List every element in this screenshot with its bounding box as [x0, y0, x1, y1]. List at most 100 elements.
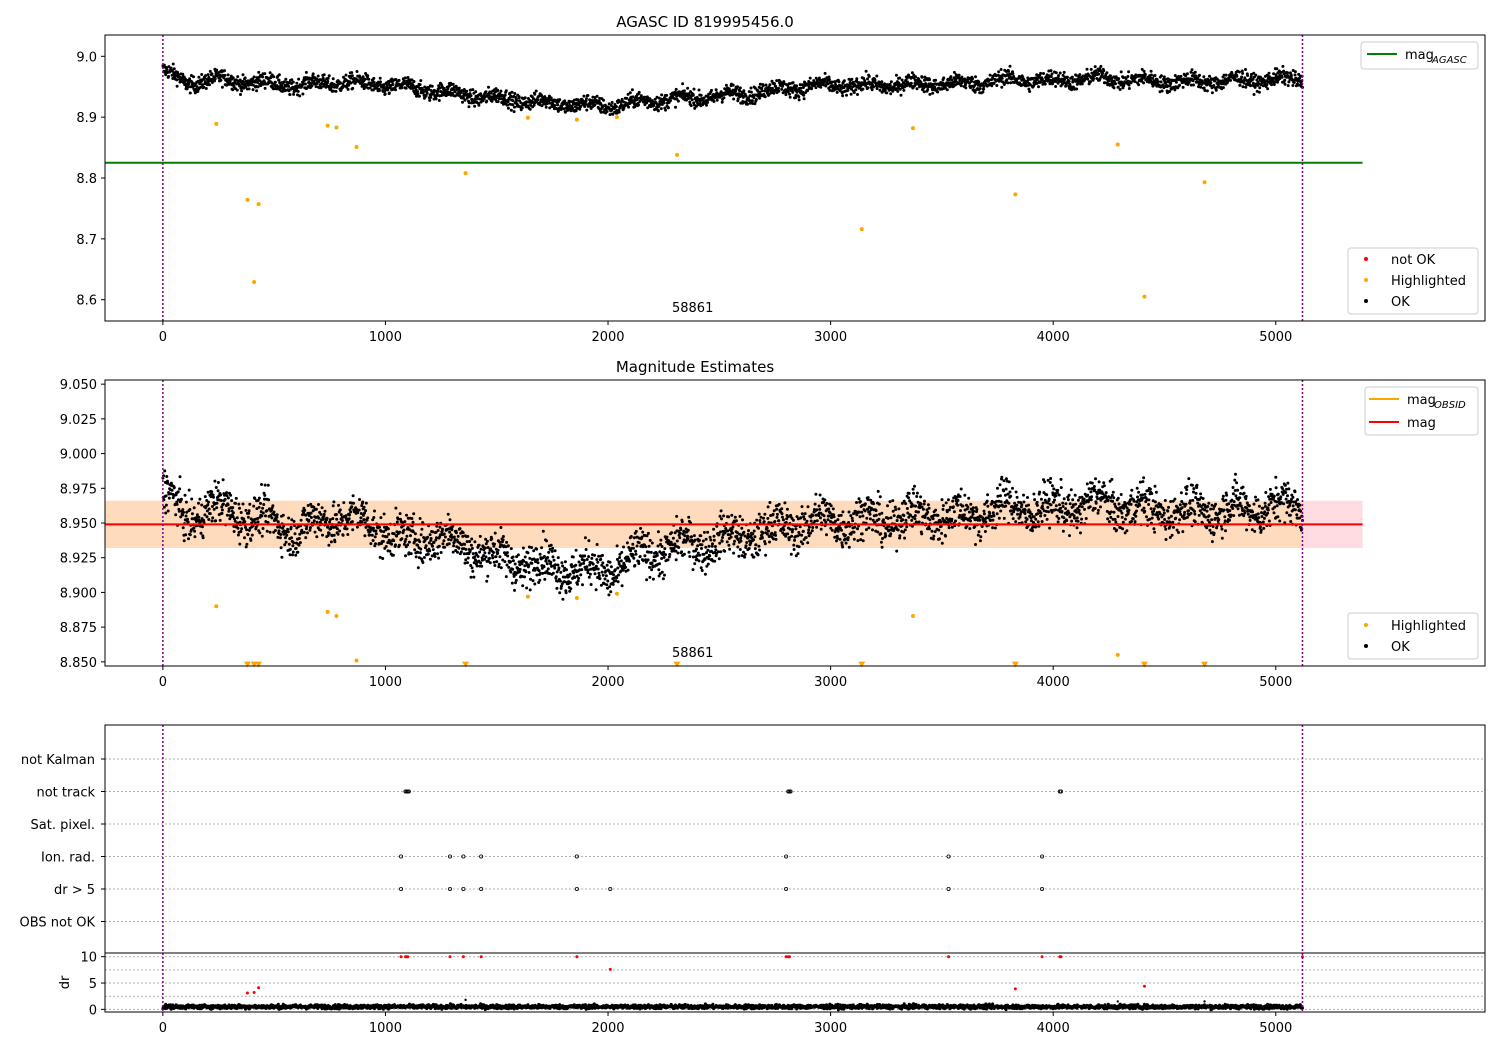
y-tick-label: 8.8 [76, 172, 97, 187]
axes-frame [104, 952, 1486, 1013]
legend-line-label: mag [1405, 48, 1434, 63]
legend-markers-box [1347, 612, 1479, 660]
highlighted-point [614, 115, 619, 120]
off-scale-marker [243, 661, 251, 668]
flag-category-label: not track [36, 786, 95, 801]
flag-point [399, 854, 404, 859]
dr-ok-point [1116, 1000, 1119, 1003]
flag-point [784, 887, 789, 892]
flag-point [447, 887, 452, 892]
off-scale-marker [858, 661, 866, 668]
flag-point [788, 789, 793, 794]
dr-not-ok-point [1059, 955, 1063, 959]
y-tick-label: 8.900 [60, 586, 97, 601]
highlighted-point [214, 604, 219, 609]
dr-not-ok-point [784, 955, 788, 959]
flag-point [479, 887, 484, 892]
highlighted-point [252, 280, 257, 285]
y-tick-label: 10 [80, 951, 97, 966]
obsid-annotation: 58861 [672, 646, 713, 661]
x-tick-label: 3000 [814, 1021, 847, 1036]
legend-lines-box [1360, 41, 1479, 70]
legend-marker-label: Highlighted [1391, 274, 1466, 289]
flag-point [1058, 789, 1063, 794]
flag-point [461, 887, 466, 892]
off-scale-marker [462, 661, 470, 668]
flag-point [461, 854, 466, 859]
y-tick-label: 5 [89, 977, 97, 992]
highlighted-point [614, 591, 619, 596]
legend-marker-swatch [1364, 299, 1368, 303]
chart-title: Magnitude Estimates [616, 358, 774, 376]
legend-markers-box [1347, 247, 1479, 315]
legend-marker-swatch [1364, 623, 1368, 627]
dr-not-ok-point [252, 991, 256, 995]
y-tick-label: 8.6 [76, 294, 97, 309]
panel-magnitude-estimates: Magnitude Estimates 58861 0 1000 2000 3000 400… [60, 358, 1486, 690]
flag-point [574, 854, 579, 859]
y-tick-label: 9.000 [60, 448, 97, 463]
dr-not-ok-point [1013, 987, 1017, 991]
highlighted-point [910, 126, 915, 131]
flag-category-label: not Kalman [21, 753, 95, 768]
highlighted-point [1115, 142, 1120, 147]
flag-category-label: dr > 5 [54, 883, 95, 898]
flag-point [1040, 854, 1045, 859]
x-tick-label: 3000 [814, 330, 847, 345]
off-scale-marker [255, 661, 263, 668]
highlighted-point [525, 115, 530, 120]
flag-point [946, 854, 951, 859]
y-tick-label: 8.9 [76, 111, 97, 126]
highlighted-point [256, 202, 261, 207]
dr-ok-point [464, 998, 467, 1002]
x-tick-label: 2000 [591, 1021, 624, 1036]
flag-point [399, 887, 404, 892]
highlighted-point [574, 595, 579, 600]
legend-line-subscript: OBSID [1434, 400, 1466, 411]
y-tick-label: 8.925 [60, 552, 97, 567]
dr-not-ok-point [947, 955, 951, 959]
x-tick-label: 4000 [1037, 675, 1070, 690]
x-tick-label: 2000 [591, 675, 624, 690]
dr-not-ok-point [245, 991, 249, 995]
highlighted-point [1115, 652, 1120, 657]
x-tick-label: 5000 [1259, 330, 1292, 345]
obsid-annotation: 58861 [672, 301, 713, 316]
x-tick-label: 5000 [1259, 1021, 1292, 1036]
y-tick-label: 9.050 [60, 378, 97, 393]
x-tick-label: 0 [159, 675, 167, 690]
off-scale-marker [250, 661, 258, 668]
dr-ok-points [161, 1002, 1305, 1012]
off-scale-marker [1140, 661, 1148, 668]
flag-point [574, 887, 579, 892]
dr-not-ok-point [399, 955, 403, 959]
dr-not-ok-point [608, 967, 612, 971]
y-tick-label: 9.0 [76, 50, 97, 65]
highlighted-point [675, 152, 680, 157]
y-tick-label: 9.025 [60, 413, 97, 428]
highlighted-point [910, 614, 915, 619]
legend-line-subscript: AGASC [1431, 55, 1467, 66]
highlighted-point [354, 144, 359, 149]
chart-title: AGASC ID 819995456.0 [616, 13, 794, 31]
legend-marker-swatch [1364, 257, 1368, 261]
dr-not-ok-point [1040, 955, 1044, 959]
off-scale-marker [673, 661, 681, 668]
flag-point [946, 887, 951, 892]
dr-axis-label: dr [58, 975, 73, 989]
panel-agasc: AGASC ID 819995456.0 58861 0 1000 2000 3000 40… [76, 13, 1486, 345]
x-tick-label: 0 [159, 330, 167, 345]
highlighted-point [463, 171, 468, 176]
flag-point [406, 789, 411, 794]
legend-marker-swatch [1364, 278, 1368, 282]
dr-not-ok-point [257, 986, 261, 990]
y-tick-label: 8.875 [60, 621, 97, 636]
dr-not-ok-point [448, 955, 452, 959]
dr-not-ok-point [787, 955, 791, 959]
flag-category-label: OBS not OK [20, 916, 96, 931]
highlighted-point [1142, 294, 1147, 299]
dr-ok-point [1203, 1000, 1206, 1003]
panel-flags: not Kalman not track Sat. pixel. Ion. rad. d… [20, 724, 1486, 954]
